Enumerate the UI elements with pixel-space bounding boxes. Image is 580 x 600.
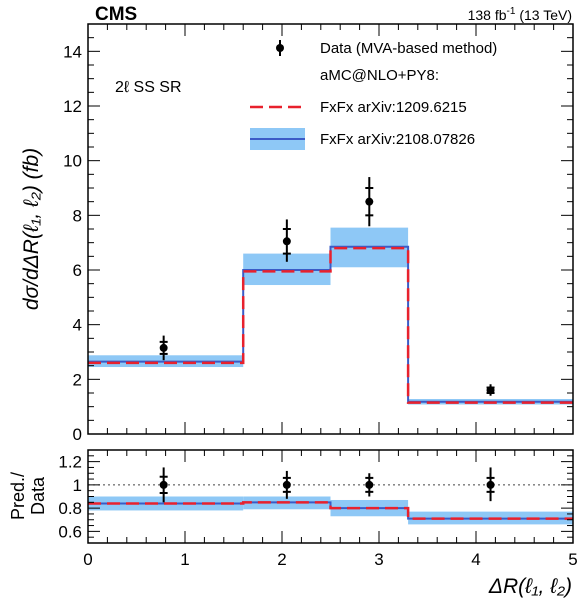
luminosity-label: 138 fb-1 (13 TeV)	[468, 6, 572, 23]
ratio-data-point	[282, 480, 291, 489]
ratio-data-point	[486, 480, 495, 489]
main-y-axis-title: dσ/dΔR(ℓ₁, ℓ₂) (fb)	[20, 148, 43, 310]
x-tick-label: 1	[180, 550, 189, 569]
legend-generator-header: aMC@NLO+PY8:	[320, 67, 439, 84]
x-tick-label: 4	[471, 550, 480, 569]
ratio-y-tick-label: 1.2	[58, 453, 82, 472]
ratio-series-dashed-line	[88, 501, 573, 520]
legend: Data (MVA-based method) aMC@NLO+PY8: FxF…	[250, 40, 497, 150]
main-y-tick-label: 10	[63, 152, 82, 171]
legend-entry-data: Data (MVA-based method)	[276, 40, 497, 57]
ratio-data-point	[159, 480, 168, 489]
legend-entry-pred1: FxFx arXiv:1209.6215	[250, 99, 467, 116]
ratio-y-tick-label: 0.6	[58, 522, 82, 541]
x-tick-label: 2	[277, 550, 286, 569]
ratio-y-tick-label: 1	[73, 476, 82, 495]
main-y-tick-label: 14	[63, 42, 82, 61]
region-label: 2ℓ SS SR	[115, 79, 182, 96]
legend-data-label: Data (MVA-based method)	[320, 40, 497, 57]
main-data-point	[486, 386, 495, 395]
main-y-tick-label: 2	[73, 370, 82, 389]
main-data-point	[282, 237, 291, 246]
main-data-point	[365, 197, 374, 206]
main-y-tick-label: 8	[73, 206, 82, 225]
main-y-tick-label: 6	[73, 261, 82, 280]
ratio-panel: 0.6 0.8 1 1.2 0 1 2 3 4 5 Pred./Data ΔR(ℓ₁, ℓ₂)	[8, 449, 578, 598]
legend-entry-pred2: FxFx arXiv:2108.07826	[250, 128, 475, 150]
legend-pred1-label: FxFx arXiv:1209.6215	[320, 99, 467, 116]
legend-data-marker	[276, 44, 284, 52]
ratio-y-tick-label: 0.8	[58, 499, 82, 518]
ratio-y-axis-title: Pred./Data	[8, 472, 48, 520]
main-y-tick-label: 12	[63, 97, 82, 116]
legend-pred2-label: FxFx arXiv:2108.07826	[320, 131, 475, 148]
main-panel: 0 2 4 6 8 10 12 14 2ℓ SS SR dσ/dΔR(ℓ₁, ℓ₂) (fb)	[20, 23, 574, 444]
x-tick-label: 5	[568, 550, 577, 569]
ratio-data-point	[365, 480, 374, 489]
x-tick-label: 3	[374, 550, 383, 569]
cms-label: CMS	[95, 4, 137, 25]
main-y-tick-label: 4	[73, 316, 82, 335]
x-axis-title: ΔR(ℓ₁, ℓ₂)	[488, 575, 572, 598]
x-tick-label: 0	[83, 550, 92, 569]
main-data-point	[159, 343, 168, 352]
main-y-tick-label: 0	[73, 425, 82, 444]
main-series-dashed-line	[88, 246, 573, 404]
